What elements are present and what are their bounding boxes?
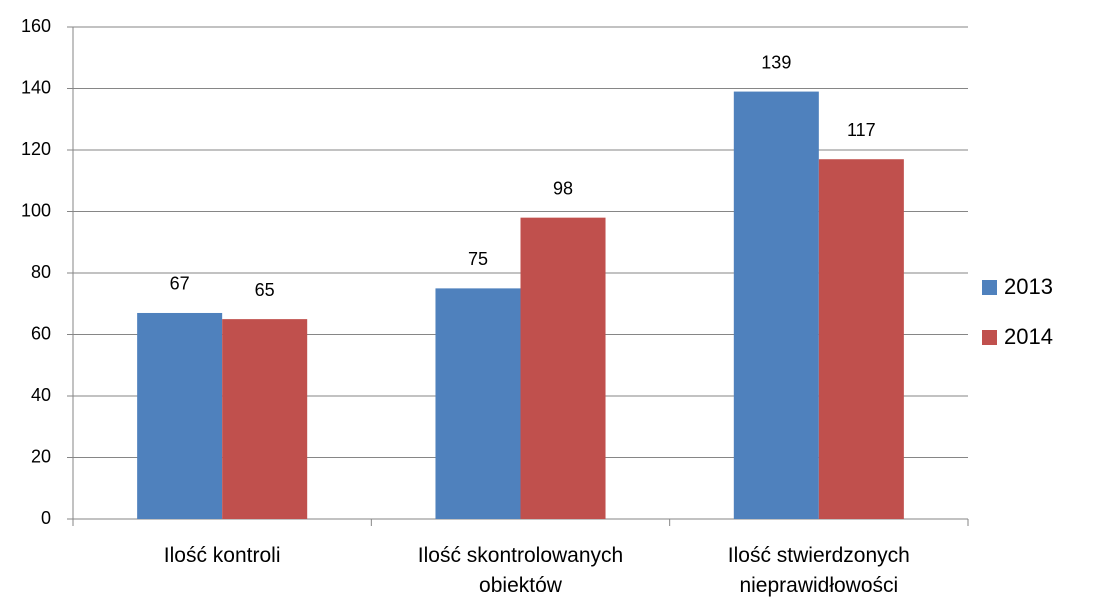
legend-label: 2013 — [1004, 274, 1053, 299]
y-tick-label: 40 — [31, 385, 51, 405]
data-label: 98 — [553, 178, 573, 198]
y-tick-label: 140 — [21, 77, 51, 97]
data-label: 75 — [468, 249, 488, 269]
y-tick-label: 100 — [21, 200, 51, 220]
data-label: 139 — [761, 52, 791, 72]
x-tick-label: Ilość skontrolowanych obiektów — [417, 544, 624, 597]
x-tick-label: Ilość stwierdzonych nieprawidłowości — [727, 544, 910, 597]
data-label: 65 — [255, 280, 275, 300]
data-label: 117 — [847, 120, 876, 140]
bar — [520, 217, 606, 519]
x-tick-label: Ilość kontroli — [163, 544, 281, 567]
y-tick-label: 60 — [31, 323, 51, 343]
y-tick-label: 20 — [31, 446, 51, 466]
bar — [222, 319, 308, 519]
data-label: 67 — [170, 274, 190, 294]
bar — [818, 159, 904, 519]
legend-label: 2014 — [1004, 324, 1053, 349]
y-tick-label: 0 — [41, 508, 51, 528]
bar — [435, 288, 521, 519]
y-tick-label: 120 — [21, 139, 51, 159]
bar — [733, 91, 819, 519]
y-tick-label: 160 — [21, 16, 51, 36]
legend-swatch — [982, 330, 997, 345]
bar — [137, 312, 223, 519]
legend-swatch — [982, 280, 997, 295]
y-tick-label: 80 — [31, 262, 51, 282]
